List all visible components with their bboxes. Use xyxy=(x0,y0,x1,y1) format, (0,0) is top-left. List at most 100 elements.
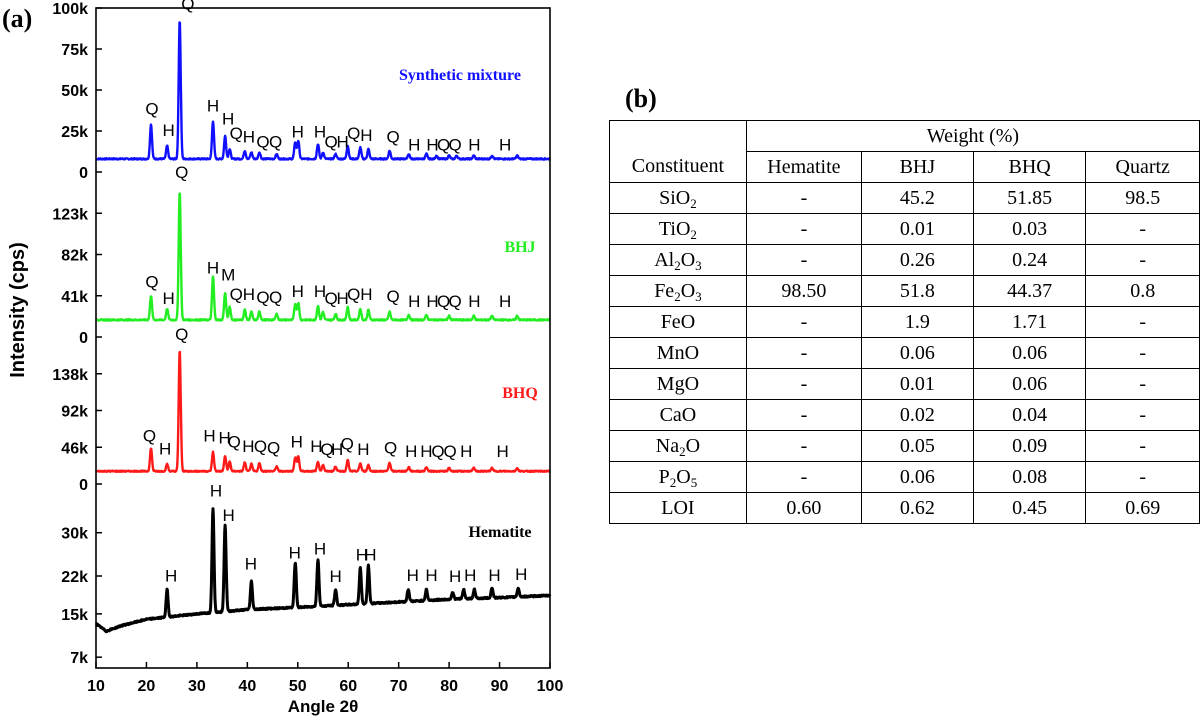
value-cell: 0.01 xyxy=(860,213,974,245)
y-tick-label: 0 xyxy=(79,165,88,182)
header-blank-cell xyxy=(609,120,747,152)
table-row: SiO2-45.2 51.85 98.5 xyxy=(609,182,1200,214)
value-cell: - xyxy=(1085,461,1200,493)
value-cell: 0.8 xyxy=(1085,275,1200,307)
value-cell: - xyxy=(1085,399,1200,431)
peak-annotation: H xyxy=(159,439,171,458)
peak-annotation: Q xyxy=(347,124,360,143)
peak-annotation: H xyxy=(408,292,420,311)
y-tick-label: 25k xyxy=(61,124,88,141)
constituent-cell: FeO xyxy=(609,306,747,338)
constituent-cell: TiO2 xyxy=(609,213,747,245)
peak-annotation: Q xyxy=(444,442,457,461)
series-name-label: BHJ xyxy=(504,239,535,256)
peak-annotation: H xyxy=(337,132,349,151)
value-cell: 0.01 xyxy=(860,368,974,400)
constituent-header: Constituent xyxy=(609,151,747,183)
peak-annotation: H xyxy=(488,566,500,585)
value-cell: - xyxy=(1085,368,1200,400)
value-cell: - xyxy=(745,213,862,245)
peak-annotation: Q xyxy=(256,288,269,307)
peak-annotation: Q xyxy=(181,0,194,14)
table-header-row-1: Weight (%) xyxy=(609,120,1200,152)
peak-annotation: H xyxy=(460,442,472,461)
peak-annotation: Q xyxy=(449,136,462,155)
peak-annotation: H xyxy=(464,566,476,585)
value-cell: 98.5 xyxy=(1085,182,1200,214)
x-tick-label: 20 xyxy=(138,678,156,695)
value-cell: 0.02 xyxy=(860,399,974,431)
y-tick-label: 41k xyxy=(61,289,88,306)
value-cell: 1.9 xyxy=(860,306,974,338)
peak-annotation: H xyxy=(331,440,343,459)
value-cell: - xyxy=(745,430,862,462)
value-cell: 0.03 xyxy=(972,213,1087,245)
peak-annotation: H xyxy=(314,282,326,301)
table-row: P2O5-0.06 0.08- xyxy=(609,461,1200,493)
table-row: Fe2O3 98.50 51.8 44.37 0.8 xyxy=(609,275,1200,307)
panel-a-label: (a) xyxy=(2,4,33,33)
x-tick-label: 100 xyxy=(537,678,564,695)
y-tick-label: 75k xyxy=(61,42,88,59)
peak-annotation: H xyxy=(314,123,326,142)
column-header-bhj: BHJ xyxy=(860,151,974,183)
peak-annotation: H xyxy=(242,437,254,456)
value-cell: 0.69 xyxy=(1085,492,1200,524)
peak-annotation: H xyxy=(207,96,219,115)
peak-annotation: Q xyxy=(143,427,156,446)
y-tick-label: 30k xyxy=(61,526,88,543)
peak-annotation: H xyxy=(337,289,349,308)
x-tick-label: 70 xyxy=(390,678,408,695)
composition-table: Weight (%) Constituent Hematite BHJ BHQ … xyxy=(609,120,1200,524)
constituent-cell: CaO xyxy=(609,399,747,431)
peak-annotation: Q xyxy=(341,435,354,454)
peak-annotation: Q xyxy=(347,285,360,304)
value-cell: - xyxy=(745,337,862,369)
value-cell: - xyxy=(745,244,862,276)
peak-annotation: H xyxy=(310,437,322,456)
constituent-cell: SiO2 xyxy=(609,182,747,214)
peak-annotation: Q xyxy=(384,439,397,458)
series-name-label: BHQ xyxy=(502,385,538,402)
value-cell: 0.04 xyxy=(972,399,1087,431)
column-header-quartz: Quartz xyxy=(1085,151,1200,183)
value-cell: 45.2 xyxy=(860,182,974,214)
y-tick-label: 82k xyxy=(61,248,88,265)
value-cell: 0.06 xyxy=(972,337,1087,369)
peak-annotation: H xyxy=(203,427,215,446)
x-tick-label: 40 xyxy=(238,678,256,695)
value-cell: 0.05 xyxy=(860,430,974,462)
series-name-label: Synthetic mixture xyxy=(399,67,521,84)
peak-annotation: H xyxy=(496,442,508,461)
constituent-cell: MnO xyxy=(609,337,747,369)
peak-annotation: H xyxy=(364,545,376,564)
value-cell: 44.37 xyxy=(972,275,1087,307)
peak-annotation: H xyxy=(515,565,527,584)
peak-annotation: M xyxy=(221,266,235,285)
peak-annotation: H xyxy=(207,259,219,278)
table-row: CaO -0.02 0.04- xyxy=(609,399,1200,431)
peak-annotation: Q xyxy=(267,439,280,458)
y-tick-label: 46k xyxy=(61,440,88,457)
peak-annotation: H xyxy=(223,506,235,525)
table-row: LOI 0.60 0.62 0.45 0.69 xyxy=(609,492,1200,524)
weight-header: Weight (%) xyxy=(745,120,1200,152)
peak-annotation: H xyxy=(314,539,326,558)
x-tick-label: 30 xyxy=(188,678,206,695)
series-line-bhj xyxy=(94,192,551,322)
peak-annotation: Q xyxy=(269,288,282,307)
peak-annotation: Q xyxy=(387,287,400,306)
peak-annotation: H xyxy=(360,126,372,145)
constituent-cell: MgO xyxy=(609,368,747,400)
constituent-cell: Na2O xyxy=(609,430,747,462)
peak-annotation: H xyxy=(357,440,369,459)
value-cell: 98.50 xyxy=(745,275,862,307)
peak-annotation: H xyxy=(408,136,420,155)
peak-annotation: H xyxy=(162,289,174,308)
peak-annotation: Q xyxy=(175,163,188,182)
peak-annotation: H xyxy=(289,544,301,563)
peak-annotation: Q xyxy=(324,132,337,151)
peak-annotation: Q xyxy=(437,292,450,311)
peak-annotation: Q xyxy=(230,285,243,304)
value-cell: 0.45 xyxy=(972,492,1087,524)
